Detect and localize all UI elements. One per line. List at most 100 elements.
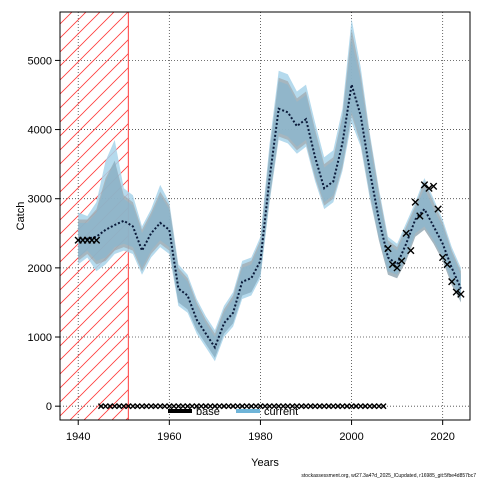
zero-catch-point — [161, 403, 168, 410]
observed-catch-point — [416, 212, 424, 220]
current-band-dark — [78, 39, 461, 358]
zero-catch-point — [289, 403, 296, 410]
zero-catch-point — [275, 403, 282, 410]
zero-catch-point — [312, 403, 319, 410]
zero-catch-point — [330, 403, 337, 410]
zero-catch-point — [230, 403, 237, 410]
footer-text: stockassessment.org, wt27.3a4?d_2025_lCu… — [301, 473, 476, 479]
zero-catch-point — [207, 403, 214, 410]
zero-catch-point — [293, 403, 300, 410]
zero-catch-point — [366, 403, 373, 410]
zero-catch-point — [189, 403, 196, 410]
y-tick-label: 4000 — [28, 125, 52, 137]
x-tick-label: 1940 — [66, 431, 90, 443]
x-tick-label: 2000 — [339, 431, 363, 443]
zero-catch-point — [321, 403, 328, 410]
zero-catch-point — [166, 403, 173, 410]
zero-catch-point — [225, 403, 232, 410]
observed-catch-point — [407, 246, 415, 255]
y-tick-label: 5000 — [28, 55, 52, 67]
zero-catch-point — [334, 403, 341, 410]
zero-catch-point — [220, 403, 228, 410]
zero-catch-point — [307, 403, 314, 410]
zero-catch-point — [116, 403, 123, 410]
zero-catch-point — [193, 403, 200, 410]
legend-label-current: current — [264, 406, 298, 418]
zero-catch-point — [353, 403, 360, 410]
observed-catch-point — [411, 198, 420, 206]
observed-catch-point — [448, 277, 456, 286]
observed-catch-point — [443, 260, 451, 269]
y-tick-label: 3000 — [28, 194, 52, 206]
x-axis-title: Years — [251, 457, 279, 469]
observed-catch-point — [457, 290, 465, 298]
observed-catch-point — [420, 181, 429, 189]
zero-catch-point — [184, 403, 191, 410]
zero-catch-point — [120, 403, 127, 410]
observed-catch-point — [402, 229, 410, 237]
zero-catch-point — [302, 403, 310, 410]
zero-catch-point — [170, 403, 177, 410]
zero-catch-point — [148, 403, 155, 410]
plot-frame — [59, 11, 471, 421]
zero-catch-point — [138, 403, 146, 410]
zero-catch-point — [125, 403, 132, 410]
legend-label-base: base — [196, 406, 220, 418]
zero-catch-point — [325, 403, 332, 410]
legend-entry-current: current — [236, 406, 298, 418]
observed-catch-point — [434, 205, 442, 213]
observed-catch-point — [452, 288, 461, 296]
zero-catch-point — [97, 403, 105, 410]
zero-catch-point — [243, 403, 250, 410]
zero-catch-point — [257, 403, 264, 410]
zero-catch-point — [261, 403, 269, 410]
y-axis-title: Catch — [15, 202, 27, 231]
zero-catch-point — [129, 403, 136, 410]
zero-catch-point — [157, 403, 164, 410]
zero-catch-point — [375, 403, 382, 410]
zero-catch-point — [102, 403, 109, 410]
zero-catch-point — [357, 403, 364, 410]
observed-catch-point — [425, 184, 433, 193]
observed-catch-point — [397, 257, 406, 265]
observed-catch-point — [438, 253, 447, 262]
zero-catch-point — [239, 403, 246, 410]
x-tick-label: 2020 — [430, 431, 454, 443]
zero-catch-point — [284, 403, 291, 410]
zero-catch-point — [362, 403, 369, 410]
zero-catch-point — [202, 403, 209, 410]
zero-catch-point — [339, 403, 346, 410]
zero-catch-point — [198, 403, 205, 410]
zero-catch-point — [211, 403, 218, 410]
observed-catch-point — [388, 260, 397, 269]
legend-entry-base: base — [168, 406, 220, 418]
zero-catch-point — [316, 403, 323, 410]
axes: 1940 1960 1980 2000 2020 0 1000 2000 3000 4000 500… — [28, 55, 455, 443]
zero-catch-point — [371, 403, 378, 410]
zero-catch-point — [271, 403, 278, 410]
plot-area — [74, 18, 465, 410]
zero-catch-point — [111, 403, 118, 410]
x-tick-label: 1960 — [157, 431, 181, 443]
observed-catch-point — [393, 264, 401, 272]
zero-catch-point — [134, 403, 141, 410]
observed-catch-point — [429, 182, 438, 190]
zero-catch-point — [280, 403, 287, 410]
zero-catch-point — [266, 403, 273, 410]
zero-catch-point — [179, 403, 187, 410]
zero-catch-point — [107, 403, 114, 410]
zero-catch-point — [343, 403, 351, 410]
y-tick-label: 2000 — [28, 263, 52, 275]
zero-catch-point — [248, 403, 255, 410]
y-tick-label: 1000 — [28, 332, 52, 344]
zero-catch-point — [348, 403, 355, 410]
zero-catch-point — [252, 403, 259, 410]
zero-catch-point — [216, 403, 223, 410]
zero-catch-point — [152, 403, 159, 410]
zero-catch-point — [234, 403, 241, 410]
zero-catch-point — [143, 403, 150, 410]
observed-catch-point — [92, 236, 101, 244]
zero-catch-point — [380, 403, 387, 410]
zero-catch-point — [298, 403, 305, 410]
